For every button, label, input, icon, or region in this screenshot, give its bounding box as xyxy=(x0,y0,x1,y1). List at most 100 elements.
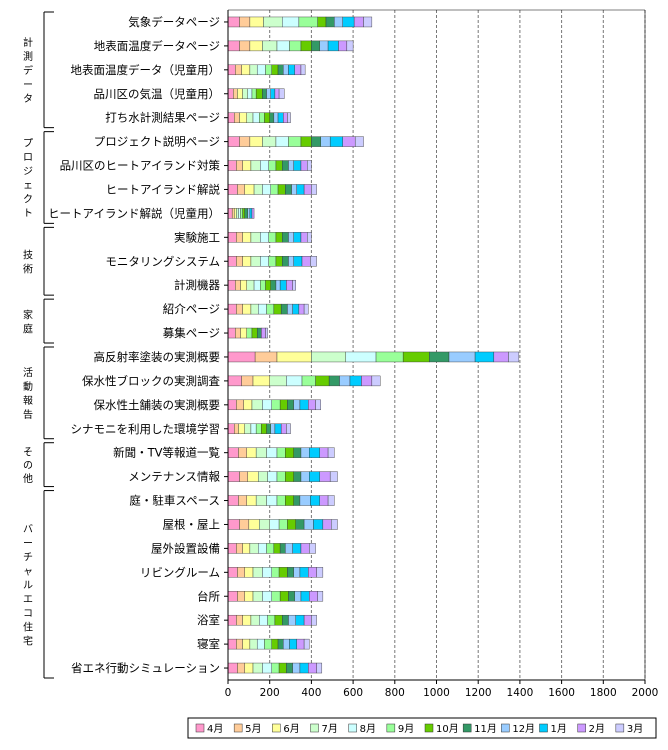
bar-segment xyxy=(234,112,240,123)
bar-segment xyxy=(286,662,293,674)
group-label: バーチャルエコ住宅 xyxy=(23,523,33,647)
bar-segment xyxy=(262,136,277,147)
bar-segment xyxy=(282,256,289,267)
bar-segment xyxy=(259,112,265,123)
bar-segment xyxy=(299,662,309,674)
bar-segment xyxy=(237,88,243,99)
bar-segment xyxy=(244,567,254,578)
legend-swatch xyxy=(462,723,472,733)
category-label: シナモニを利用した環境学習 xyxy=(71,422,221,436)
bar-segment xyxy=(320,136,331,147)
bar-segment xyxy=(311,184,317,195)
bar-segment xyxy=(286,375,303,387)
bar-segment xyxy=(300,591,310,602)
bar-segment xyxy=(227,471,240,482)
group-label: プロジェクト xyxy=(23,138,33,220)
bar-segment xyxy=(237,567,245,578)
bar-segment xyxy=(251,88,257,99)
x-tick-label: 1800 xyxy=(590,687,617,699)
bar-segment xyxy=(244,208,249,219)
legend-swatch xyxy=(233,723,243,733)
bar-segment xyxy=(264,112,270,123)
group-label: 活動報告 xyxy=(23,367,33,421)
bar-segment xyxy=(239,112,247,123)
legend-label: 7月 xyxy=(322,723,338,735)
bar-segment xyxy=(246,495,257,506)
bar-segment xyxy=(288,614,296,626)
legend-label: 6月 xyxy=(283,723,299,735)
x-tick-label: 2000 xyxy=(632,687,659,699)
bar-segment xyxy=(266,303,275,315)
bar-segment xyxy=(227,16,240,28)
bar-segment xyxy=(250,256,261,267)
bar-segment xyxy=(279,591,289,602)
bar-segment xyxy=(280,423,287,434)
bar-segment xyxy=(277,638,284,650)
bar-segment xyxy=(286,279,293,291)
legend-swatch xyxy=(272,723,281,733)
bar-segment xyxy=(311,614,317,626)
bar-segment xyxy=(265,279,271,291)
bar-segment xyxy=(285,184,292,195)
bar-segment xyxy=(227,614,237,626)
bar-segment xyxy=(298,303,305,315)
bar-segment xyxy=(246,327,253,339)
bar-segment xyxy=(288,232,294,243)
bar-segment xyxy=(334,16,343,28)
bar-segment xyxy=(329,471,338,482)
bar-segment xyxy=(303,638,310,650)
category-label: 計測機器 xyxy=(174,278,220,292)
bar-segment xyxy=(315,375,330,387)
bar-segment xyxy=(322,519,332,530)
bar-segment xyxy=(300,136,312,147)
x-tick-label: 600 xyxy=(343,687,363,699)
bar-segment xyxy=(273,112,279,123)
bar-segment xyxy=(299,399,309,411)
bar-segment xyxy=(278,88,285,99)
bar-segment xyxy=(283,64,289,76)
bar-segment xyxy=(242,232,252,243)
bar-segment xyxy=(227,64,236,76)
bar-segment xyxy=(288,160,294,171)
bar-segment xyxy=(363,16,373,28)
bar-segment xyxy=(236,614,243,626)
bar-segment xyxy=(256,64,266,76)
bar-segment xyxy=(279,399,288,411)
bar-segment xyxy=(247,471,259,482)
bar-segment xyxy=(508,351,520,363)
bar-segment xyxy=(274,614,283,626)
bar-segment xyxy=(227,375,242,387)
bar-segment xyxy=(287,303,293,315)
bar-segment xyxy=(316,662,323,674)
bar-segment xyxy=(292,303,300,315)
bar-segment xyxy=(252,375,270,387)
bar-segment xyxy=(227,40,240,52)
bar-segment xyxy=(251,399,263,411)
bar-segment xyxy=(303,519,314,530)
legend-swatch xyxy=(539,723,548,733)
category-label: 品川区の気温（児童用） xyxy=(94,87,221,101)
bar-segment xyxy=(275,232,283,243)
bar-segment xyxy=(239,136,251,147)
bar-segment xyxy=(236,399,244,411)
bar-segment xyxy=(258,303,267,315)
bar-segment xyxy=(237,184,245,195)
bar-segment xyxy=(260,256,269,267)
bar-segment xyxy=(287,399,294,411)
bar-segment xyxy=(288,256,294,267)
bar-segment xyxy=(319,471,331,482)
bar-segment xyxy=(301,375,316,387)
legend-swatch xyxy=(501,723,510,733)
bar-segment xyxy=(238,495,247,506)
bar-segment xyxy=(262,591,272,602)
bar-segment xyxy=(325,16,335,28)
category-label: リビングルーム xyxy=(140,565,220,579)
bar-segment xyxy=(250,303,259,315)
bar-segment xyxy=(250,232,261,243)
bar-segment xyxy=(259,614,268,626)
bar-segment xyxy=(227,543,237,554)
category-label: 高反射率塗装の実測概要 xyxy=(94,350,221,364)
bar-segment xyxy=(303,614,312,626)
category-label: 紹介ページ xyxy=(163,302,220,316)
bar-segment xyxy=(293,256,303,267)
